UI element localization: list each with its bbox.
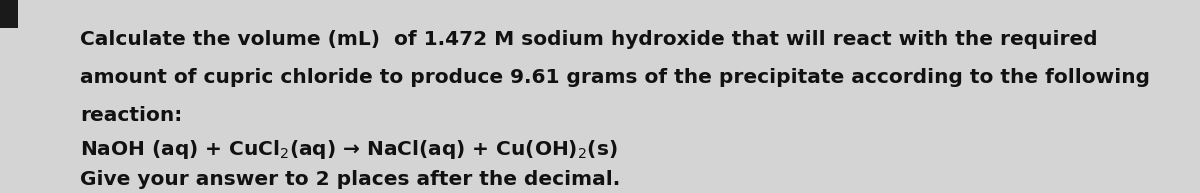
Bar xyxy=(0,0,18,28)
Text: reaction:: reaction: xyxy=(80,106,182,125)
Text: NaOH (aq) + CuCl$_2$(aq) → NaCl(aq) + Cu(OH)$_2$(s): NaOH (aq) + CuCl$_2$(aq) → NaCl(aq) + Cu… xyxy=(80,138,618,161)
Text: amount of cupric chloride to produce 9.61 grams of the precipitate according to : amount of cupric chloride to produce 9.6… xyxy=(80,68,1150,87)
Text: Calculate the volume (mL)  of 1.472 M sodium hydroxide that will react with the : Calculate the volume (mL) of 1.472 M sod… xyxy=(80,30,1098,49)
Text: Give your answer to 2 places after the decimal.: Give your answer to 2 places after the d… xyxy=(80,170,620,189)
